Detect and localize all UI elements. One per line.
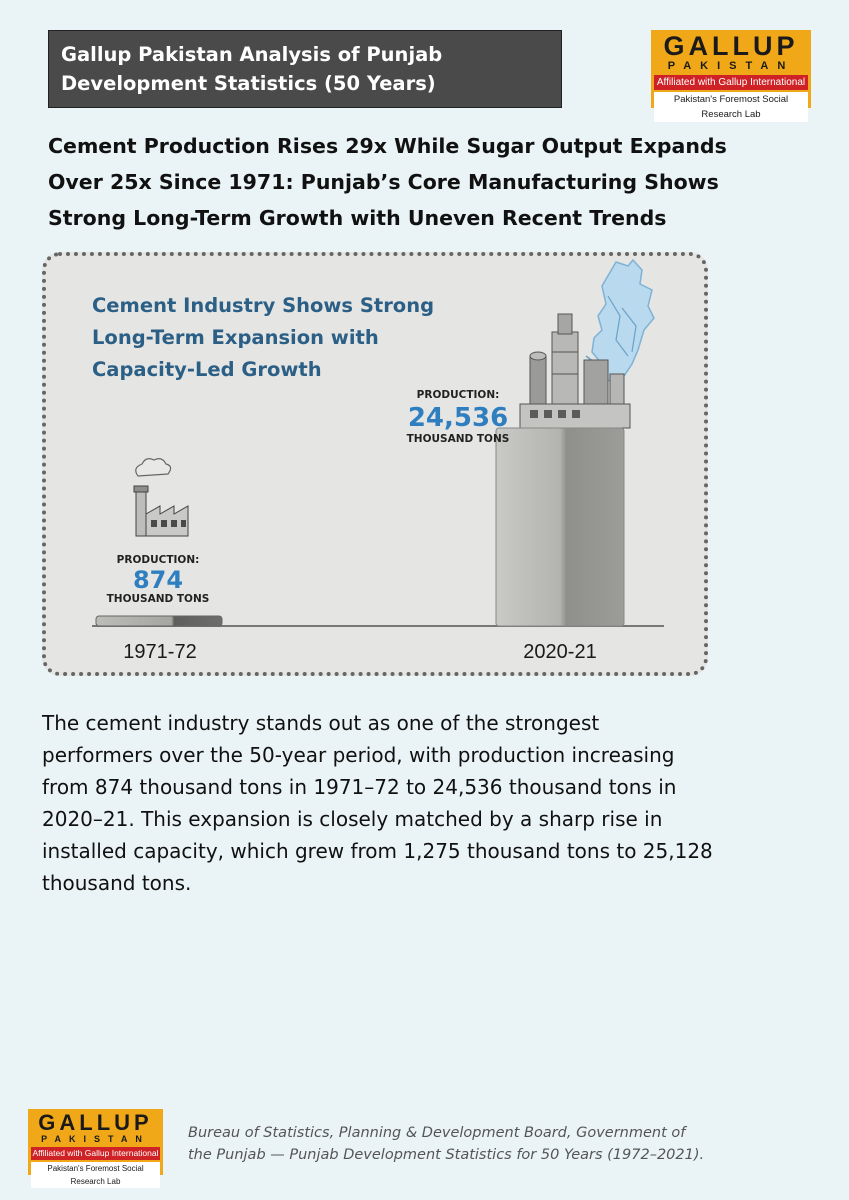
bar-2020-21-unit: THOUSAND TONS (407, 433, 510, 445)
page-headline: Cement Production Rises 29x While Sugar … (48, 128, 748, 236)
body-line-1: The cement industry stands out as one of… (42, 711, 600, 735)
header-title-line-1: Gallup Pakistan Analysis of Punjab (61, 43, 443, 66)
cement-plant-icon (519, 313, 631, 429)
cement-chart: PRODUCTION: 874 THOUSAND TONS PRODUCTION… (92, 258, 664, 663)
body-line-4: 2020–21. This expansion is closely match… (42, 807, 663, 831)
bar-1971-72-value: 874 (133, 566, 183, 594)
report-series-header: Gallup Pakistan Analysis of Punjab Devel… (48, 30, 562, 108)
category-label-2020-21: 2020-21 (523, 641, 596, 663)
gallup-logo-top: GALLUP PAKISTAN Affiliated with Gallup I… (651, 30, 811, 122)
logo-affiliation: Affiliated with Gallup International (654, 75, 808, 90)
body-line-3: from 874 thousand tons in 1971–72 to 24,… (42, 775, 677, 799)
logo-country: PAKISTAN (667, 60, 795, 72)
chart-title-line-3: Capacity-Led Growth (92, 358, 322, 381)
source-line-1: Bureau of Statistics, Planning & Develop… (188, 1125, 686, 1141)
bar-1971-72-unit: THOUSAND TONS (107, 593, 210, 605)
analysis-paragraph: The cement industry stands out as one of… (42, 707, 802, 899)
headline-line-1: Cement Production Rises 29x While Sugar … (48, 134, 727, 158)
logo-tagline: Pakistan's Foremost Social Research Lab (31, 1162, 160, 1188)
header-title-line-2: Development Statistics (50 Years) (61, 72, 436, 95)
bar-2020-21 (495, 427, 625, 627)
cement-chart-card: PRODUCTION: 874 THOUSAND TONS PRODUCTION… (42, 252, 708, 676)
body-line-5: installed capacity, which grew from 1,27… (42, 839, 713, 863)
chart-title-line-2: Long-Term Expansion with (92, 326, 379, 349)
body-line-6: thousand tons. (42, 871, 192, 895)
logo-brand: GALLUP (663, 31, 799, 61)
bar-2020-21-prefix: PRODUCTION: (417, 389, 500, 401)
logo-brand: GALLUP (38, 1110, 153, 1135)
category-label-1971-72: 1971-72 (123, 641, 196, 663)
gallup-logo-bottom: GALLUP PAKISTAN Affiliated with Gallup I… (28, 1109, 163, 1188)
source-line-2: the Punjab — Punjab Development Statisti… (188, 1147, 705, 1163)
headline-line-3: Strong Long-Term Growth with Uneven Rece… (48, 206, 667, 230)
logo-affiliation: Affiliated with Gallup International (31, 1147, 160, 1160)
chart-title: Cement Industry Shows Strong Long-Term E… (92, 290, 472, 386)
bar-1971-72-prefix: PRODUCTION: (117, 554, 200, 566)
small-factory-icon (133, 458, 189, 537)
source-note: Bureau of Statistics, Planning & Develop… (188, 1122, 748, 1166)
bar-1971-72 (95, 615, 223, 627)
bar-2020-21-value: 24,536 (408, 403, 508, 433)
chart-title-line-1: Cement Industry Shows Strong (92, 294, 435, 317)
headline-line-2: Over 25x Since 1971: Punjab’s Core Manuf… (48, 170, 719, 194)
logo-tagline: Pakistan's Foremost Social Research Lab (654, 92, 808, 122)
body-line-2: performers over the 50-year period, with… (42, 743, 675, 767)
logo-country: PAKISTAN (41, 1134, 150, 1144)
